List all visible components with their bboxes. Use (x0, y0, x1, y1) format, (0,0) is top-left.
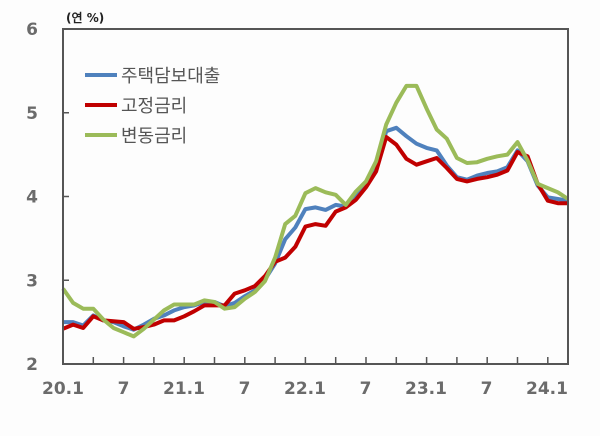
y-tick-label: 4 (26, 188, 38, 208)
legend-label: 변동금리 (121, 126, 187, 147)
y-axis: 2 3 4 5 6 (26, 20, 69, 375)
x-tick-label: 7 (239, 379, 251, 399)
unit-label: (연 %) (66, 10, 104, 25)
x-axis: 20.1 7 21.1 7 22.1 7 23.1 7 24.1 (42, 357, 568, 399)
x-tick-label: 22.1 (284, 379, 326, 399)
y-tick-label: 5 (26, 104, 38, 124)
x-tick-label: 21.1 (163, 379, 205, 399)
legend-label: 고정금리 (121, 96, 187, 117)
series-lines (61, 83, 570, 339)
x-tick-label: 7 (481, 379, 493, 399)
legend-label: 주택담보대출 (121, 66, 220, 87)
x-tick-label: 20.1 (42, 379, 84, 399)
x-tick-label: 24.1 (526, 379, 568, 399)
x-tick-label: 7 (118, 379, 130, 399)
y-tick-label: 6 (26, 20, 38, 40)
x-tick-label: 7 (360, 379, 372, 399)
series-line-0 (63, 125, 569, 332)
x-tick-label: 23.1 (405, 379, 447, 399)
series-line-2 (61, 83, 570, 339)
series-line-1 (62, 135, 568, 331)
y-tick-label: 3 (26, 271, 38, 291)
y-tick-label: 2 (26, 355, 38, 375)
